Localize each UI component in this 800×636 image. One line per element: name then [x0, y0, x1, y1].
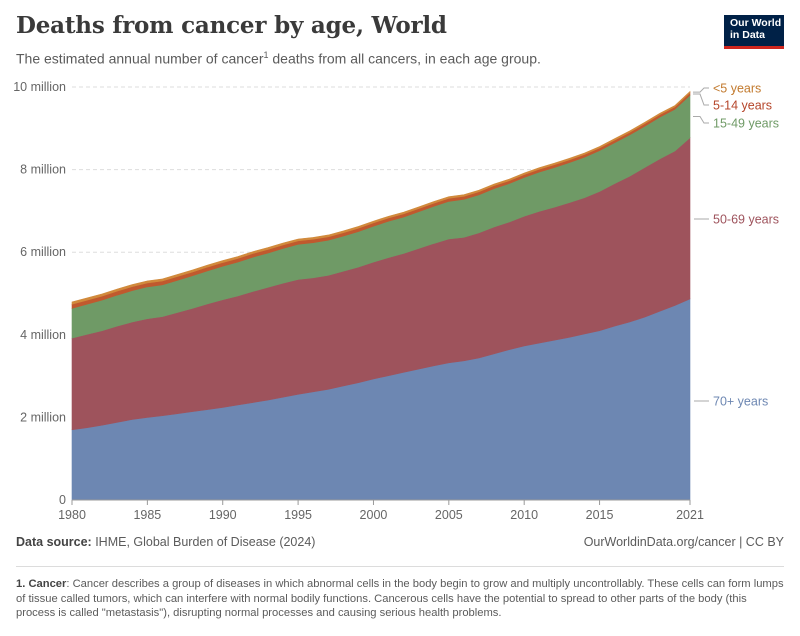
- x-tick-label: 1990: [209, 508, 237, 522]
- footnote-label: 1. Cancer: [16, 578, 67, 590]
- footnote-marker[interactable]: 1: [263, 50, 269, 60]
- legend-label-15to49[interactable]: 15-49 years: [713, 117, 779, 131]
- source-label: Data source:: [16, 535, 92, 549]
- x-tick-label: 2021: [676, 508, 704, 522]
- legend-connector: [693, 93, 709, 106]
- area-series-under5[interactable]: [71, 90, 691, 305]
- x-tick-label: 1980: [58, 508, 86, 522]
- legend-label-50to69[interactable]: 50-69 years: [713, 213, 779, 227]
- subtitle-text-end: deaths from all cancers, in each age gro…: [268, 50, 541, 67]
- y-tick-label: 10 million: [13, 80, 66, 94]
- x-tick-label: 2005: [435, 508, 463, 522]
- y-tick-label: 4 million: [20, 328, 66, 342]
- x-tick-label: 2010: [510, 508, 538, 522]
- chart-subtitle: The estimated annual number of cancer1 d…: [16, 50, 541, 67]
- x-tick-label: 1995: [284, 508, 312, 522]
- y-tick-label: 0: [59, 493, 66, 507]
- chart-title: Deaths from cancer by age, World: [16, 12, 447, 39]
- subtitle-text: The estimated annual number of cancer: [16, 50, 264, 67]
- legend-label-under5[interactable]: <5 years: [713, 82, 761, 96]
- legend-connector: [693, 116, 709, 124]
- legend-label-70plus[interactable]: 70+ years: [713, 395, 768, 409]
- stacked-area-chart[interactable]: 0 2 million 4 million 6 million 8 million 10 …: [0, 70, 800, 530]
- x-tick-label: 2000: [360, 508, 388, 522]
- y-tick-label: 2 million: [20, 410, 66, 424]
- footnote-text: : Cancer describes a group of diseases i…: [16, 578, 784, 619]
- data-source: Data source: IHME, Global Burden of Dise…: [16, 535, 315, 549]
- x-tick-label: 2015: [586, 508, 614, 522]
- x-tick-label: 1985: [133, 508, 161, 522]
- footnote: 1. Cancer: Cancer describes a group of d…: [16, 577, 786, 621]
- y-tick-label: 8 million: [20, 163, 66, 177]
- license-link[interactable]: OurWorldinData.org/cancer | CC BY: [583, 535, 784, 549]
- owid-logo[interactable]: Our World in Data: [724, 15, 784, 49]
- logo-line-1: Our World: [730, 17, 782, 29]
- legend-connector: [693, 87, 709, 93]
- footer-divider: [16, 566, 784, 567]
- y-tick-label: 6 million: [20, 245, 66, 259]
- legend-label-5to14[interactable]: 5-14 years: [713, 99, 772, 113]
- logo-line-2: in Data: [730, 29, 766, 41]
- source-text[interactable]: IHME, Global Burden of Disease (2024): [91, 535, 316, 549]
